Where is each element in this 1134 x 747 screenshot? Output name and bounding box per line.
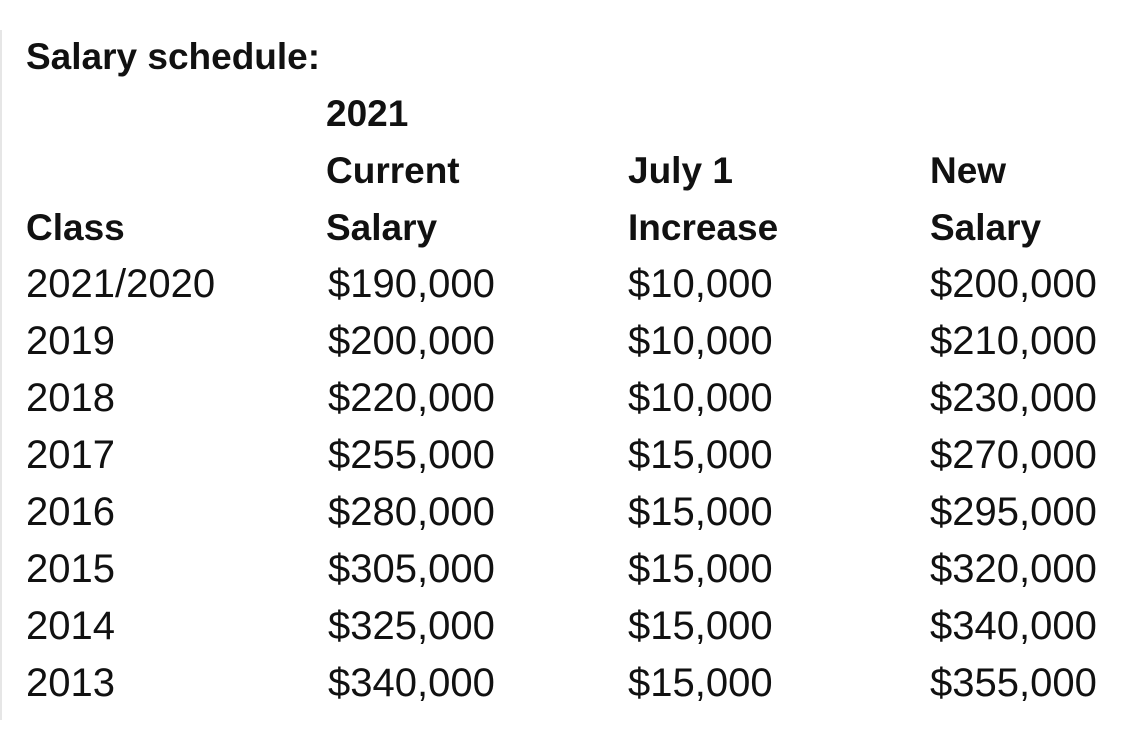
current-salary-cell: $280,000	[328, 490, 495, 534]
header-class: Class	[26, 207, 125, 248]
left-divider	[0, 30, 2, 720]
class-cell: 2018	[26, 376, 115, 420]
table-row: 2014 $325,000 $15,000 $340,000	[0, 598, 1134, 655]
current-salary-cell: $305,000	[328, 547, 495, 591]
new-salary-cell: $355,000	[930, 661, 1097, 705]
new-salary-cell: $200,000	[930, 262, 1097, 306]
increase-cell: $15,000	[628, 604, 773, 648]
class-cell: 2017	[26, 433, 115, 477]
table-row: 2015 $305,000 $15,000 $320,000	[0, 541, 1134, 598]
increase-cell: $15,000	[628, 433, 773, 477]
current-salary-cell: $200,000	[328, 319, 495, 363]
header-new-salary: New Salary	[930, 150, 1042, 248]
table-row: 2018 $220,000 $10,000 $230,000	[0, 370, 1134, 427]
new-salary-cell: $270,000	[930, 433, 1097, 477]
schedule-title: Salary schedule:	[26, 36, 321, 77]
class-cell: 2016	[26, 490, 115, 534]
new-salary-cell: $230,000	[930, 376, 1097, 420]
table-row: 2017 $255,000 $15,000 $270,000	[0, 427, 1134, 484]
current-salary-cell: $255,000	[328, 433, 495, 477]
header-july-increase: July 1 Increase	[628, 150, 779, 248]
new-salary-cell: $295,000	[930, 490, 1097, 534]
table-row: 2019 $200,000 $10,000 $210,000	[0, 313, 1134, 370]
header-current-salary: 2021 Current Salary	[326, 93, 460, 248]
class-cell: 2014	[26, 604, 115, 648]
increase-cell: $15,000	[628, 547, 773, 591]
class-cell: 2021/2020	[26, 262, 216, 306]
current-salary-cell: $220,000	[328, 376, 495, 420]
new-salary-cell: $210,000	[930, 319, 1097, 363]
increase-cell: $10,000	[628, 376, 773, 420]
class-cell: 2013	[26, 661, 115, 705]
table-body: 2021/2020 $190,000 $10,000 $200,000 2019…	[0, 256, 1134, 712]
current-salary-cell: $325,000	[328, 604, 495, 648]
current-salary-cell: $190,000	[328, 262, 495, 306]
table-row: 2013 $340,000 $15,000 $355,000	[0, 655, 1134, 712]
new-salary-cell: $320,000	[930, 547, 1097, 591]
increase-cell: $15,000	[628, 661, 773, 705]
increase-cell: $15,000	[628, 490, 773, 534]
increase-cell: $10,000	[628, 262, 773, 306]
table-row: 2016 $280,000 $15,000 $295,000	[0, 484, 1134, 541]
new-salary-cell: $340,000	[930, 604, 1097, 648]
table-row: 2021/2020 $190,000 $10,000 $200,000	[0, 256, 1134, 313]
class-cell: 2019	[26, 319, 115, 363]
table-header: Class 2021 Current Salary July 1 Increas…	[0, 88, 1134, 256]
current-salary-cell: $340,000	[328, 661, 495, 705]
increase-cell: $10,000	[628, 319, 773, 363]
class-cell: 2015	[26, 547, 115, 591]
